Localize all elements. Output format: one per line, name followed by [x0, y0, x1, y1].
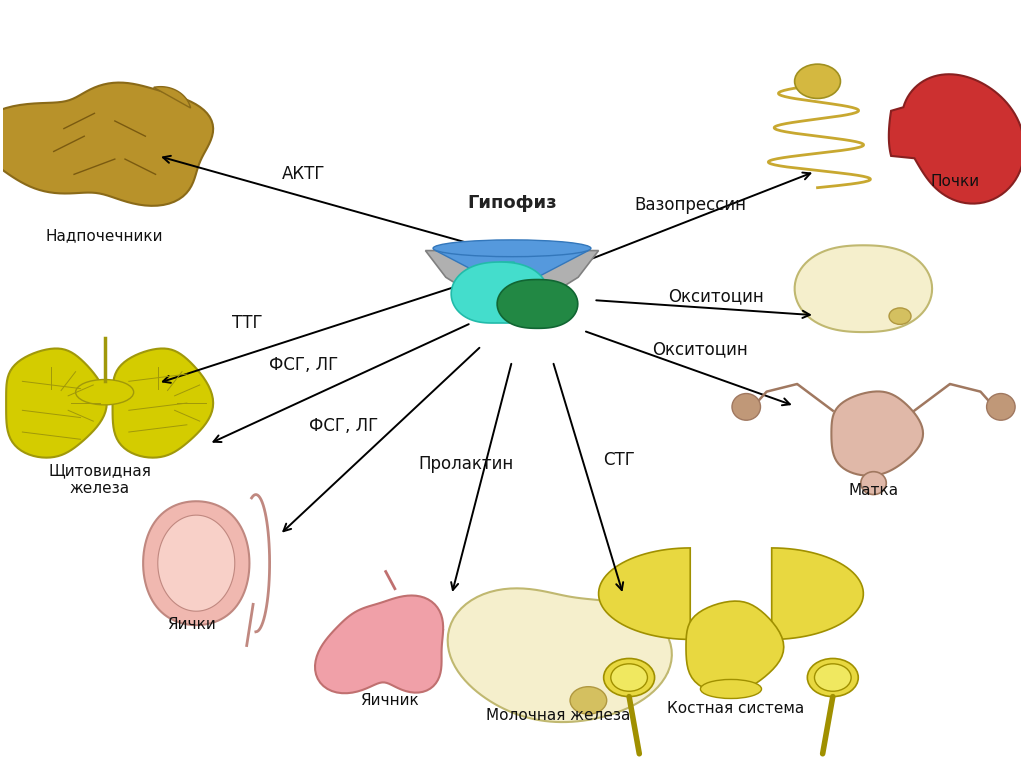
Polygon shape: [154, 87, 190, 108]
Ellipse shape: [76, 379, 134, 405]
Text: АКТГ: АКТГ: [282, 165, 325, 184]
Polygon shape: [425, 250, 599, 296]
Polygon shape: [447, 588, 672, 722]
Ellipse shape: [732, 393, 761, 420]
Polygon shape: [498, 280, 578, 329]
Polygon shape: [497, 262, 517, 277]
Polygon shape: [686, 601, 783, 693]
Polygon shape: [452, 262, 549, 323]
Circle shape: [814, 664, 851, 691]
Text: Молочная железа: Молочная железа: [485, 708, 630, 723]
Circle shape: [889, 308, 911, 324]
Polygon shape: [772, 548, 863, 647]
Polygon shape: [158, 515, 234, 611]
Polygon shape: [143, 502, 250, 625]
Text: Надпочечники: Надпочечники: [46, 228, 164, 243]
Text: Щитовидная
железа: Щитовидная железа: [48, 463, 151, 495]
Polygon shape: [599, 548, 690, 647]
Polygon shape: [0, 83, 213, 206]
Text: Вазопрессин: Вазопрессин: [634, 196, 746, 214]
Circle shape: [610, 664, 647, 691]
Text: Яичник: Яичник: [360, 693, 419, 708]
Ellipse shape: [861, 472, 887, 495]
Text: Яички: Яички: [167, 617, 216, 631]
Polygon shape: [435, 250, 589, 279]
Circle shape: [795, 65, 841, 98]
Text: Окситоцин: Окситоцин: [652, 341, 749, 359]
Text: Гипофиз: Гипофиз: [467, 194, 557, 213]
Circle shape: [570, 687, 606, 714]
Ellipse shape: [700, 680, 762, 699]
Polygon shape: [831, 392, 923, 475]
Circle shape: [807, 658, 858, 697]
Polygon shape: [889, 74, 1024, 204]
Text: Почки: Почки: [931, 174, 980, 190]
Text: Костная система: Костная система: [668, 700, 805, 716]
Text: Матка: Матка: [849, 483, 899, 498]
Polygon shape: [6, 349, 106, 458]
Text: ФСГ, ЛГ: ФСГ, ЛГ: [268, 356, 338, 374]
Text: Окситоцин: Окситоцин: [668, 287, 764, 306]
Circle shape: [604, 658, 654, 697]
Ellipse shape: [986, 393, 1015, 420]
Polygon shape: [113, 349, 213, 458]
Ellipse shape: [433, 240, 591, 257]
Text: Пролактин: Пролактин: [419, 455, 514, 473]
Text: ТТГ: ТТГ: [231, 314, 262, 332]
Text: СТГ: СТГ: [603, 452, 635, 469]
Polygon shape: [795, 245, 932, 332]
Text: ФСГ, ЛГ: ФСГ, ЛГ: [309, 417, 379, 435]
Polygon shape: [315, 595, 443, 694]
